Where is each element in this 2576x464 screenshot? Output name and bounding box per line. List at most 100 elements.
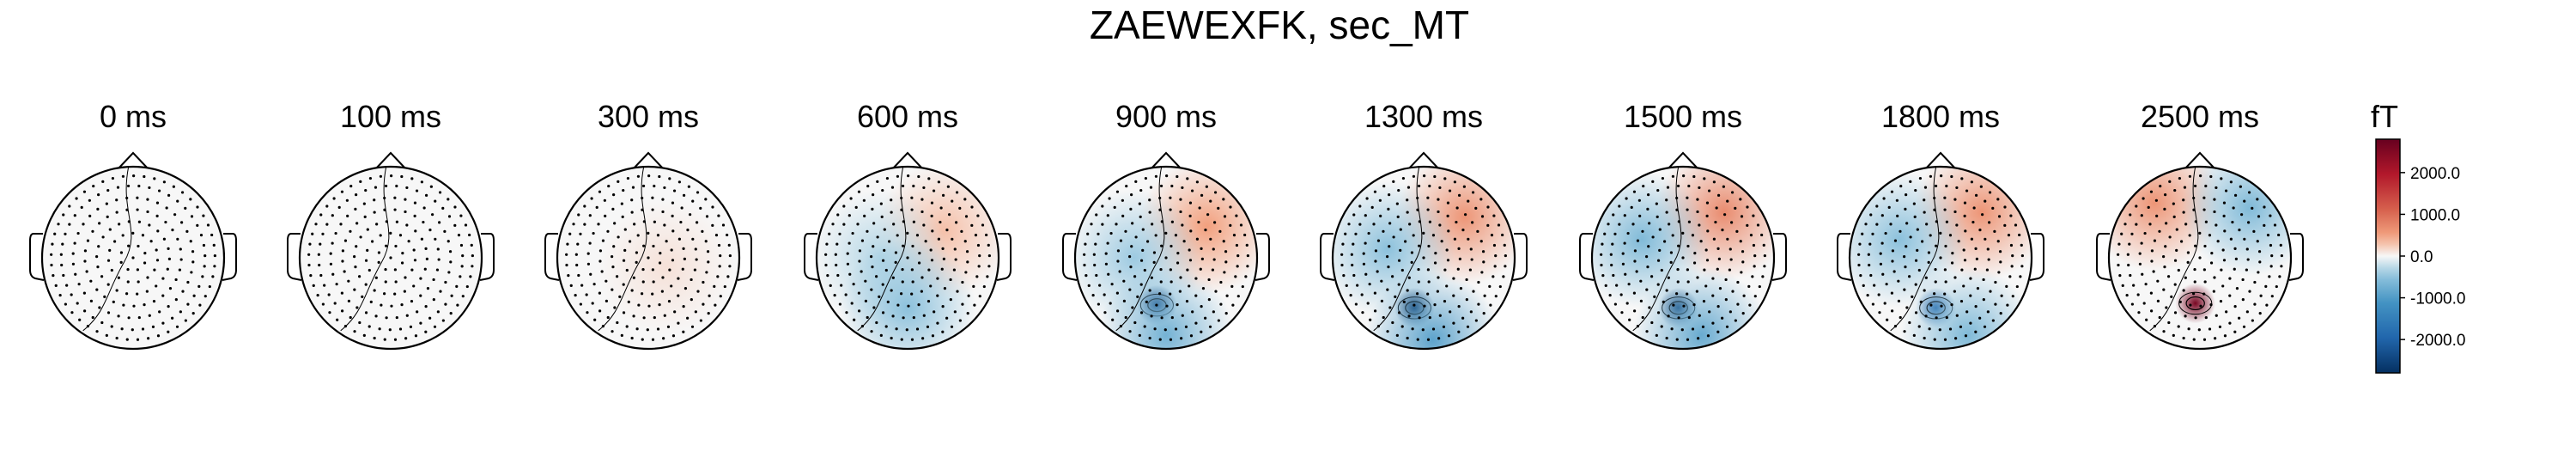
sensor-dot	[174, 278, 178, 282]
sensor-dot	[866, 229, 869, 233]
sensor-dot	[1988, 191, 1992, 194]
sensor-dot	[635, 260, 638, 264]
sensor-dot	[617, 235, 620, 239]
sensor-dot	[900, 196, 903, 200]
sensor-dot	[336, 318, 339, 321]
sensor-dot	[1103, 293, 1106, 296]
sensor-dot	[1199, 267, 1202, 271]
sensor-dot	[704, 198, 708, 201]
sensor-dot	[2222, 201, 2227, 205]
sensor-dot	[118, 223, 121, 226]
sensor-dot	[1121, 214, 1125, 217]
sensor-dot	[2006, 303, 2009, 307]
sensor-dot	[1954, 337, 1958, 340]
sensor-dot	[2182, 211, 2185, 214]
right-ear	[222, 233, 237, 281]
sensor-dot	[1229, 223, 1232, 227]
sensor-dot	[1084, 274, 1088, 278]
sensor-dot	[2182, 336, 2185, 340]
sensor-dot	[155, 214, 159, 217]
sensor-dot	[1686, 208, 1689, 211]
sensor-dot	[96, 207, 100, 211]
sensor-dot	[1651, 235, 1655, 239]
sensor-dot	[1671, 174, 1675, 178]
sensor-dot	[1219, 280, 1223, 284]
sensor-dot	[1647, 245, 1650, 248]
sensor-dot	[362, 202, 366, 205]
sensor-dot	[1667, 314, 1670, 318]
sensor-dot	[71, 262, 76, 266]
sensor-dot	[165, 206, 168, 210]
sensor-dot	[1176, 252, 1180, 255]
contour-line	[2185, 296, 2205, 311]
sensor-dot	[1219, 302, 1223, 306]
sensor-dot	[1965, 189, 1969, 192]
sensor-dot	[2192, 208, 2196, 211]
sensor-dot	[2256, 198, 2259, 201]
sensor-dot	[896, 174, 900, 178]
sensor-dot	[1642, 184, 1645, 188]
sensor-dot	[156, 334, 161, 338]
sensor-dot	[2233, 193, 2238, 197]
sensor-dot	[647, 256, 650, 259]
sensor-dot	[1633, 259, 1637, 263]
sensor-dot	[2011, 295, 2014, 298]
sensor-dot	[939, 206, 943, 210]
sensor-dot	[115, 336, 118, 340]
sensor-dot	[167, 193, 171, 197]
sensor-dot	[1698, 223, 1701, 227]
sensor-dot	[642, 316, 646, 320]
sensor-dot	[1486, 205, 1490, 209]
sensor-dot	[660, 290, 664, 293]
sensor-dot	[1097, 232, 1100, 235]
sensor-dot	[1122, 279, 1126, 283]
sensor-dot	[468, 233, 471, 237]
sensor-dot	[2204, 315, 2208, 320]
sensor-array	[2117, 174, 2283, 341]
sensor-dot	[1138, 333, 1141, 337]
colorbar-tick-label: -2000.0	[2410, 332, 2465, 350]
sensor-dot	[1170, 244, 1173, 248]
sensor-dot	[359, 180, 362, 183]
sensor-dot	[2210, 252, 2214, 255]
sensor-dot	[2202, 196, 2206, 199]
sensor-dot	[343, 325, 348, 328]
sensor-dot	[1158, 338, 1162, 341]
sensor-dot	[167, 247, 170, 250]
sensor-dot	[943, 287, 947, 290]
sensor-dot	[1141, 248, 1145, 252]
sensor-dot	[153, 268, 156, 272]
sensor-dot	[1406, 211, 1409, 214]
sensor-dot	[407, 240, 410, 243]
sensor-dot	[2222, 214, 2226, 217]
sensor-dot	[1234, 275, 1237, 278]
sensor-dot	[1155, 303, 1158, 307]
sensor-dot	[953, 247, 957, 251]
sensor-dot	[1426, 208, 1430, 211]
sensor-dot	[1686, 244, 1690, 248]
sensor-dot	[858, 249, 862, 253]
sensor-dot	[196, 205, 199, 209]
sensor-dot	[108, 248, 112, 252]
sensor-dot	[1714, 220, 1717, 224]
sensor-dot	[2209, 303, 2213, 307]
sensor-dot	[1686, 292, 1689, 296]
sensor-dot	[2215, 314, 2218, 317]
sensor-dot	[206, 223, 210, 227]
sensor-dot	[64, 302, 67, 306]
sensor-dot	[1180, 337, 1183, 340]
sensor-dot	[1413, 303, 1416, 307]
sensor-dot	[364, 259, 368, 262]
left-ear	[1837, 233, 1852, 281]
sensor-dot	[911, 244, 914, 248]
sensor-dot	[1179, 198, 1182, 201]
sensor-dot	[2167, 275, 2171, 278]
sensor-dot	[370, 240, 374, 243]
sensor-dot	[950, 325, 954, 328]
sensor-dot	[641, 184, 646, 188]
sensor-dot	[1109, 302, 1112, 305]
sensor-dot	[1457, 305, 1461, 308]
left-ear	[1062, 233, 1078, 281]
sensor-dot	[717, 243, 721, 247]
sensor-dot	[1705, 214, 1709, 217]
